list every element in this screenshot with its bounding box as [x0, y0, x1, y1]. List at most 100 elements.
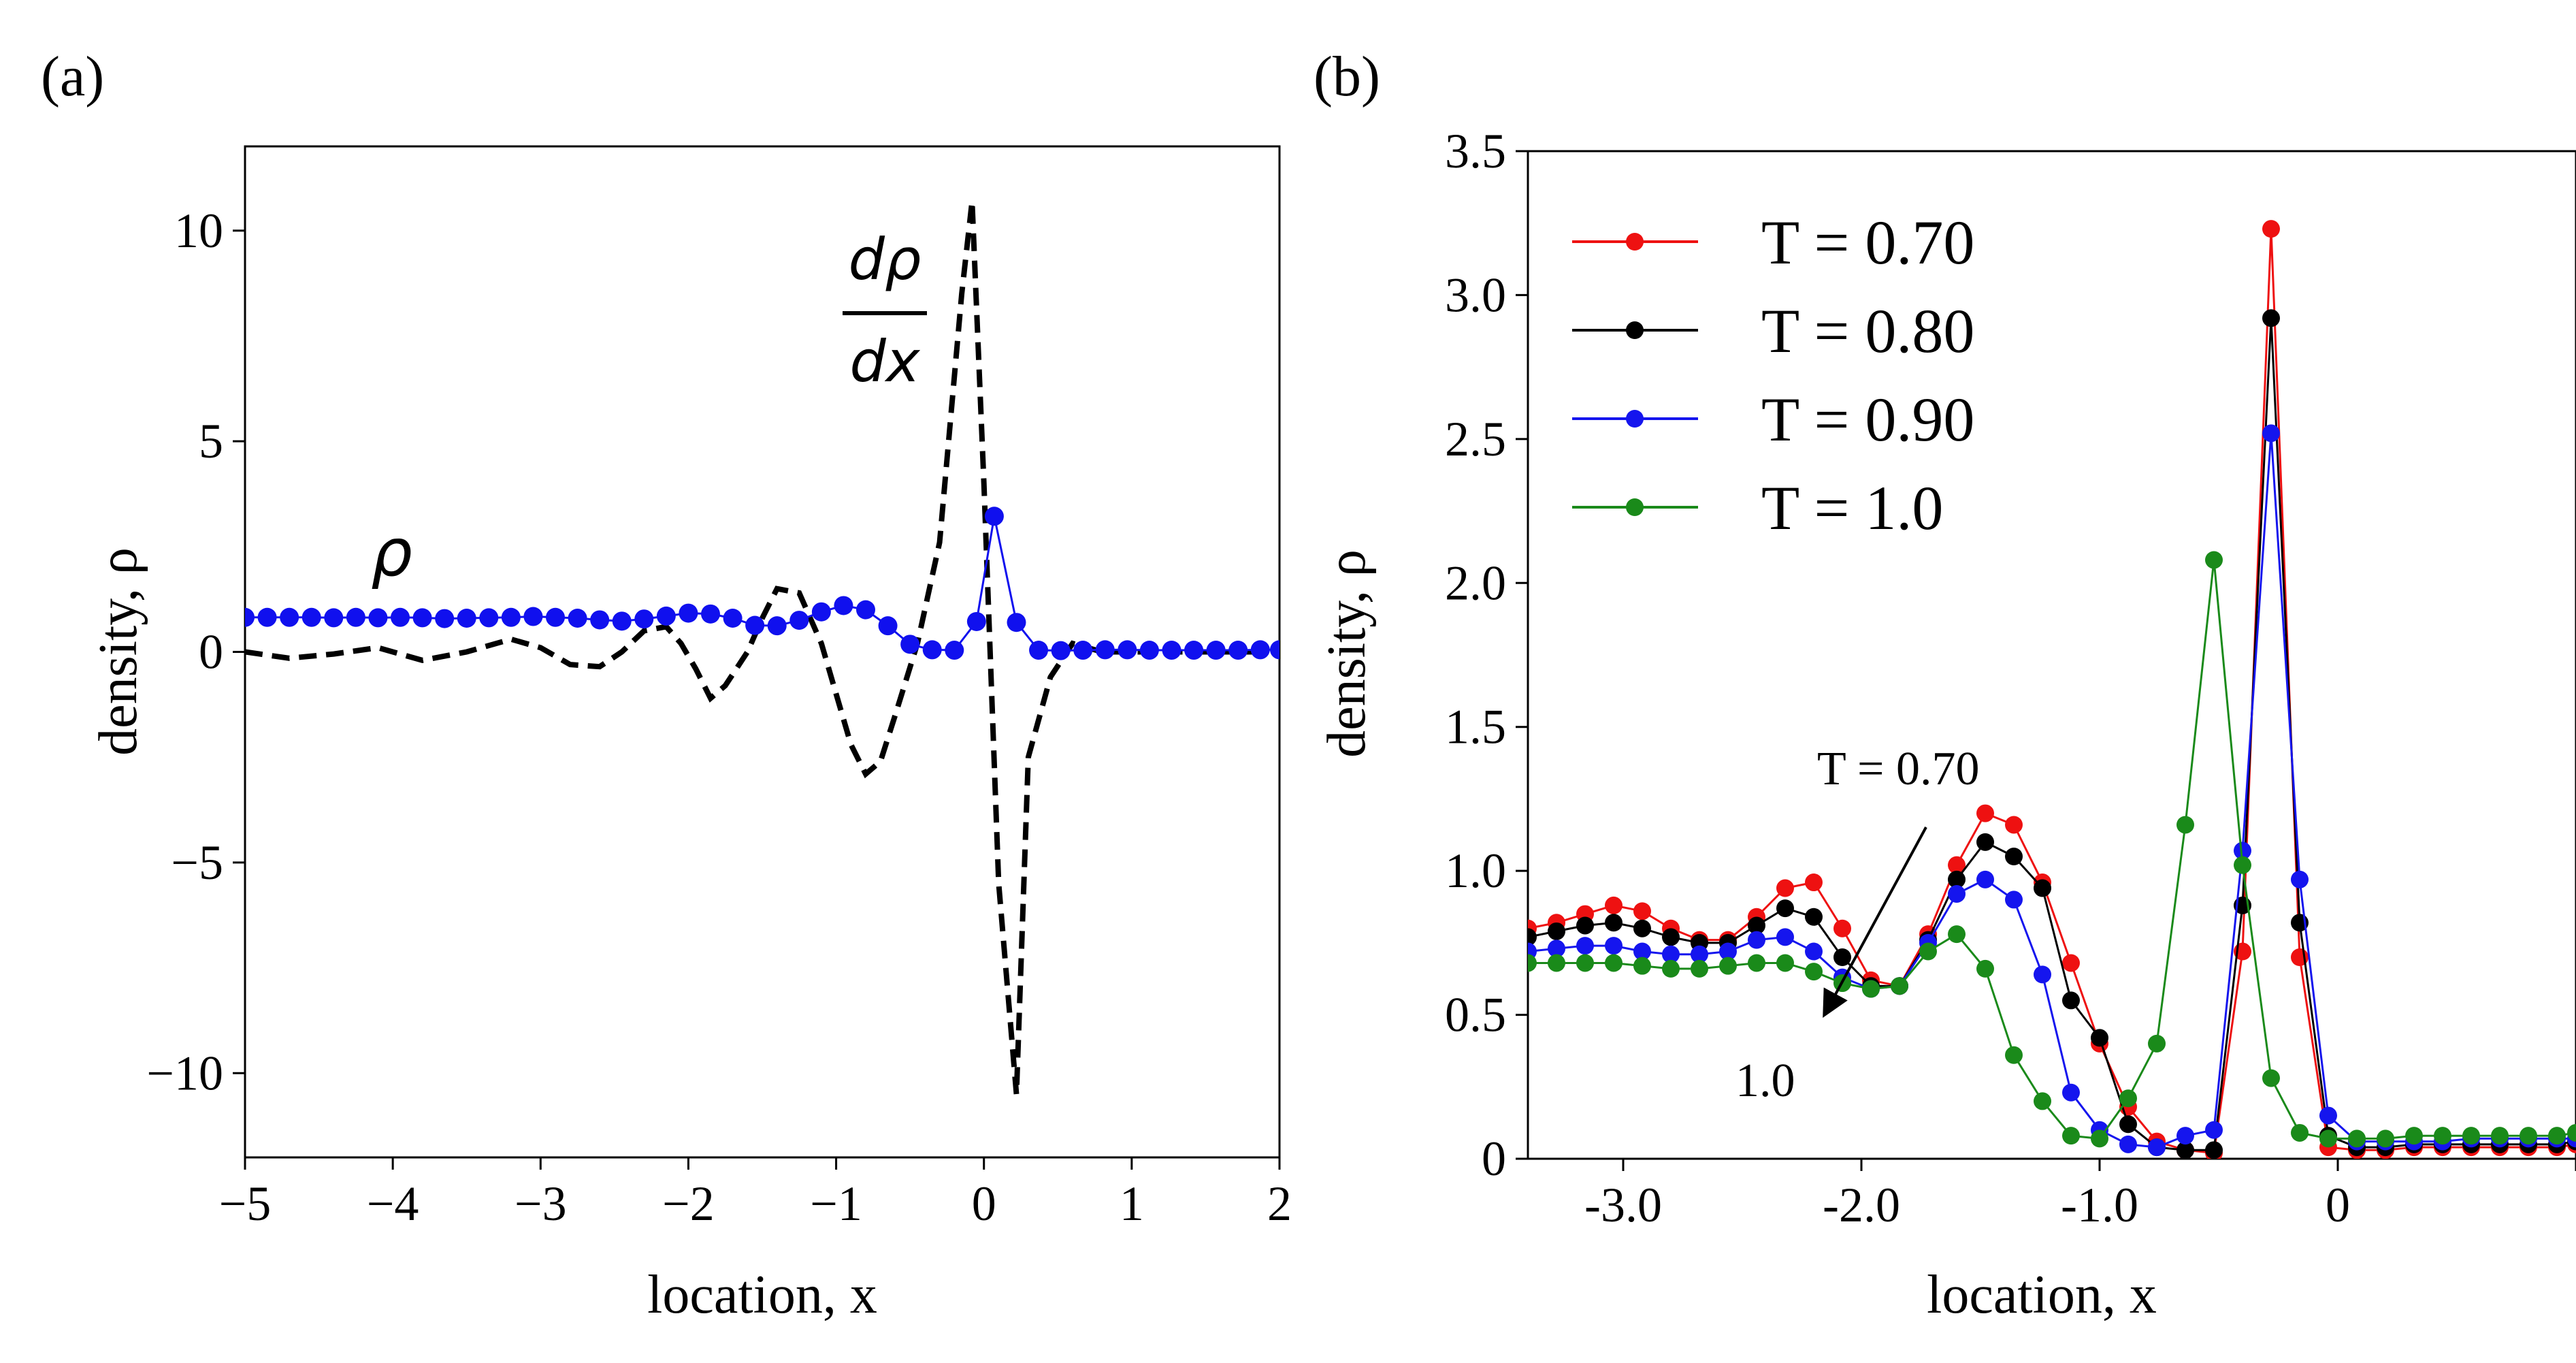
panel-a-x-axis-label: location, x — [647, 1265, 877, 1325]
panel-b-x-axis-label: location, x — [1927, 1265, 2157, 1325]
series-point — [2148, 1138, 2166, 1157]
density-point — [701, 604, 720, 624]
density-point — [922, 640, 942, 660]
temperature-trend-arrow — [1823, 827, 1927, 1019]
panel-a-y-tick-label: 0 — [199, 625, 223, 679]
series-point — [2262, 424, 2280, 443]
series-point — [1548, 922, 1565, 940]
series-point — [1862, 980, 1880, 998]
series-point — [2548, 1127, 2566, 1145]
density-point — [501, 607, 521, 627]
density-point — [1029, 641, 1049, 660]
series-point — [1548, 940, 1565, 958]
panel-a-y-tick-label: −10 — [146, 1046, 223, 1100]
rho-annotation: ρ — [371, 515, 412, 591]
derivative-dashed-line — [245, 200, 1279, 1095]
panel-b-x-tick-label: -2.0 — [1823, 1178, 1900, 1232]
derivative-annotation-denominator: dx — [849, 328, 920, 395]
series-point — [2520, 1127, 2537, 1145]
panel-b-x-tick-label: 1 — [2573, 1178, 2576, 1232]
panel-a-x-tick-label: −4 — [367, 1176, 419, 1231]
series-t-0-90 — [1528, 424, 2576, 1157]
series-point — [1576, 916, 1594, 935]
panel-b-y-tick-label: 0 — [1482, 1132, 1506, 1186]
legend-marker — [1626, 233, 1644, 251]
series-point — [2262, 220, 2280, 238]
series-t-0-80 — [1528, 309, 2576, 1159]
series-point — [1633, 902, 1651, 920]
series-point — [1719, 942, 1737, 961]
density-point — [1073, 641, 1093, 660]
panel-b-series — [1528, 220, 2576, 1159]
density-point — [745, 615, 765, 635]
density-point — [1250, 640, 1270, 660]
panel-b-axes-frame — [1527, 150, 2576, 1160]
density-point — [966, 611, 986, 631]
series-point — [1833, 948, 1851, 966]
series-point — [1691, 959, 1708, 978]
series-point — [1976, 833, 1994, 851]
series-point — [1776, 899, 1794, 918]
series-point — [2091, 1029, 2108, 1047]
series-point — [1948, 870, 1966, 888]
panel-b-x-ticks: -3.0 -2.0 -1.0 0 1 — [1584, 1159, 2576, 1232]
legend-label: T = 0.80 — [1761, 296, 1974, 366]
series-point — [2148, 1034, 2166, 1053]
series-point — [2205, 1141, 2223, 1159]
density-point — [1095, 640, 1115, 660]
series-line — [1528, 433, 2576, 1149]
series-point — [2034, 1092, 2051, 1110]
legend-label: T = 0.70 — [1761, 208, 1974, 277]
density-point — [789, 611, 809, 630]
series-point — [1976, 959, 1994, 978]
series-point — [2319, 1129, 2337, 1148]
series-line — [1528, 318, 2576, 1151]
legend: T = 0.70 T = 0.80 T = 0.90 T = 1.0 — [1572, 208, 1974, 543]
density-point — [346, 607, 365, 627]
series-point — [1805, 942, 1823, 961]
series-point — [1776, 879, 1794, 897]
series-point — [1605, 896, 1623, 914]
series-point — [1662, 928, 1680, 946]
density-point — [568, 609, 587, 628]
series-point — [1748, 931, 1765, 949]
series-t-0-70 — [1528, 220, 2576, 1159]
density-point — [723, 609, 743, 628]
series-point — [1891, 977, 1908, 995]
series-point — [1662, 959, 1680, 978]
series-point — [1662, 945, 1680, 963]
panel-b-y-tick-label: 0.5 — [1445, 988, 1506, 1042]
series-point — [2005, 891, 2023, 909]
density-point — [1051, 641, 1071, 660]
panel-a-y-ticks: 10 5 0 −5 −10 — [146, 204, 245, 1100]
series-point — [2119, 1135, 2137, 1153]
series-point — [2119, 1089, 2137, 1108]
series-point — [1548, 954, 1565, 972]
derivative-annotation-numerator: dρ — [849, 226, 922, 293]
arrow-end-label: 1.0 — [1735, 1055, 1795, 1107]
series-point — [1528, 928, 1537, 946]
panel-a-x-tick-label: 1 — [1120, 1176, 1144, 1231]
density-points — [245, 507, 1279, 660]
legend-item: T = 1.0 — [1572, 473, 1943, 543]
panel-b-y-tick-label: 2.0 — [1445, 556, 1506, 610]
density-point — [878, 616, 898, 636]
density-point — [457, 609, 476, 628]
series-point — [1948, 856, 1966, 874]
series-point — [1633, 919, 1651, 937]
series-point — [2062, 1083, 2080, 1102]
series-point — [2319, 1106, 2337, 1125]
panel-b-y-tick-label: 1.5 — [1445, 700, 1506, 754]
panel-b-y-axis-label: density, ρ — [1317, 549, 1377, 758]
panel-a-label: (a) — [41, 45, 104, 108]
panel-a-y-tick-label: −5 — [171, 835, 223, 890]
series-point — [2005, 1046, 2023, 1064]
series-point — [1948, 884, 1966, 903]
panel-b-y-tick-label: 1.0 — [1445, 844, 1506, 898]
density-point — [1007, 613, 1026, 632]
density-point — [900, 635, 920, 654]
panel-b-x-tick-label: -3.0 — [1584, 1178, 1662, 1232]
density-point — [391, 607, 410, 627]
panel-a-x-tick-label: −3 — [515, 1176, 567, 1231]
